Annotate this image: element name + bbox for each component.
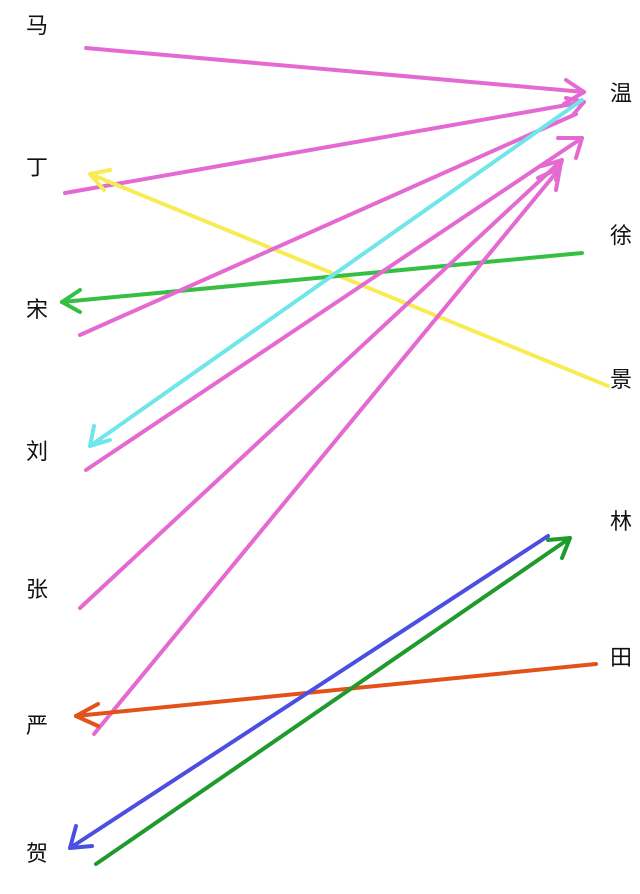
left-name-song: 宋 bbox=[25, 298, 48, 323]
right-name-lin: 林 bbox=[609, 510, 632, 535]
arrow-ding-to-wen bbox=[63, 100, 586, 195]
arrow-jing-to-ding bbox=[88, 172, 610, 388]
arrowhead-lin-to-he bbox=[68, 824, 94, 850]
right-name-jing: 景 bbox=[609, 368, 632, 393]
arrow-wen-to-liu bbox=[88, 98, 584, 448]
arrowhead-jing-to-ding bbox=[88, 168, 112, 192]
left-name-zhang: 张 bbox=[25, 578, 48, 603]
left-name-ma: 马 bbox=[25, 14, 48, 39]
right-name-xu: 徐 bbox=[609, 224, 632, 249]
arrow-song-to-wen bbox=[78, 112, 578, 337]
left-name-yan: 严 bbox=[25, 714, 48, 739]
arrow-xu-to-song bbox=[60, 251, 584, 304]
arrow-zhang-to-wen bbox=[78, 158, 564, 610]
arrow-lin-to-he bbox=[68, 534, 550, 850]
arrowhead-ding-to-wen bbox=[564, 96, 586, 118]
arrow-tian-to-yan bbox=[74, 662, 598, 718]
left-name-ding: 丁 bbox=[25, 156, 48, 181]
arrow-he-to-lin bbox=[94, 536, 572, 866]
arrowhead-wen-to-liu bbox=[88, 424, 112, 448]
arrowhead-liu-to-wen bbox=[556, 136, 584, 160]
arrowhead-yan-to-wen bbox=[536, 166, 562, 192]
left-name-liu: 刘 bbox=[25, 440, 48, 465]
arrowhead-xu-to-song bbox=[60, 288, 82, 314]
arrow-ma-to-wen bbox=[84, 46, 586, 94]
right-name-tian: 田 bbox=[609, 646, 632, 671]
arrow-liu-to-wen bbox=[84, 136, 584, 472]
arrowhead-tian-to-yan bbox=[74, 702, 100, 728]
arrow-yan-to-wen bbox=[92, 166, 562, 736]
right-name-wen: 温 bbox=[609, 82, 632, 107]
arrowhead-he-to-lin bbox=[546, 536, 572, 560]
left-name-he: 贺 bbox=[25, 842, 48, 867]
